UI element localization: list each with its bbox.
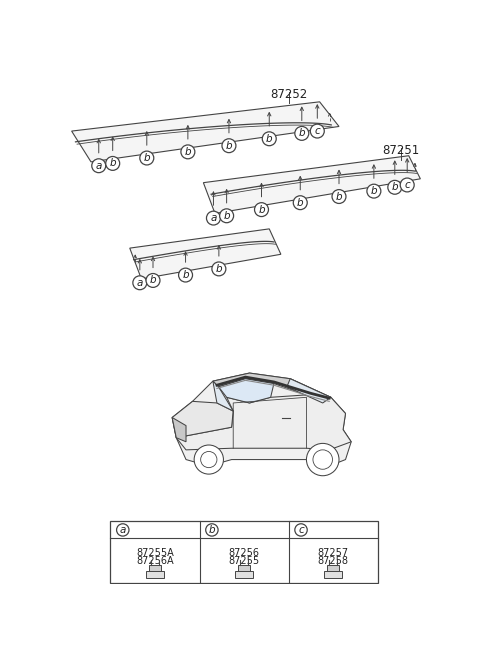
- FancyBboxPatch shape: [324, 571, 343, 579]
- Circle shape: [92, 159, 106, 173]
- Text: c: c: [298, 525, 304, 535]
- Circle shape: [367, 184, 381, 198]
- Polygon shape: [172, 401, 233, 438]
- Circle shape: [106, 157, 120, 171]
- Text: a: a: [210, 213, 216, 223]
- Circle shape: [133, 276, 147, 290]
- Polygon shape: [213, 373, 331, 398]
- Text: b: b: [258, 205, 265, 215]
- Text: b: b: [266, 134, 273, 144]
- FancyBboxPatch shape: [327, 565, 339, 571]
- Circle shape: [311, 124, 324, 138]
- FancyBboxPatch shape: [238, 565, 250, 571]
- Polygon shape: [287, 379, 331, 403]
- FancyBboxPatch shape: [145, 571, 164, 579]
- Polygon shape: [218, 379, 274, 403]
- Circle shape: [332, 190, 346, 203]
- Text: c: c: [404, 180, 410, 190]
- Text: 87252: 87252: [270, 88, 307, 101]
- Polygon shape: [130, 229, 281, 279]
- Circle shape: [206, 211, 220, 225]
- Text: b: b: [223, 211, 230, 221]
- Text: a: a: [120, 525, 126, 535]
- Bar: [110, 522, 378, 583]
- Polygon shape: [72, 102, 339, 162]
- Circle shape: [179, 268, 192, 282]
- Text: 87251: 87251: [383, 144, 420, 157]
- Text: 87256: 87256: [228, 548, 260, 558]
- Text: b: b: [216, 264, 222, 274]
- Text: b: b: [144, 153, 150, 163]
- Text: b: b: [297, 197, 303, 208]
- Circle shape: [212, 262, 226, 276]
- Text: 87255: 87255: [228, 556, 260, 566]
- Text: 87258: 87258: [318, 556, 348, 566]
- Circle shape: [194, 445, 224, 474]
- Text: b: b: [392, 182, 398, 192]
- FancyBboxPatch shape: [149, 565, 161, 571]
- Circle shape: [293, 195, 307, 210]
- Circle shape: [295, 127, 309, 140]
- Text: b: b: [371, 186, 377, 196]
- Text: a: a: [96, 161, 102, 171]
- Text: b: b: [336, 192, 342, 201]
- FancyBboxPatch shape: [235, 571, 253, 579]
- Circle shape: [140, 151, 154, 165]
- Text: b: b: [182, 270, 189, 280]
- Text: 87255A: 87255A: [136, 548, 174, 558]
- Text: b: b: [185, 147, 191, 157]
- Circle shape: [262, 132, 276, 146]
- Polygon shape: [204, 155, 420, 213]
- Polygon shape: [172, 373, 351, 466]
- Text: b: b: [209, 525, 215, 535]
- Text: b: b: [109, 158, 116, 169]
- Circle shape: [388, 180, 402, 194]
- Circle shape: [206, 523, 218, 536]
- Text: 87257: 87257: [318, 548, 349, 558]
- Text: c: c: [314, 126, 320, 136]
- Circle shape: [117, 523, 129, 536]
- Polygon shape: [213, 381, 233, 411]
- Circle shape: [222, 139, 236, 153]
- Circle shape: [220, 209, 234, 222]
- Circle shape: [306, 443, 339, 476]
- Circle shape: [295, 523, 307, 536]
- Polygon shape: [172, 417, 186, 441]
- Text: 87256A: 87256A: [136, 556, 174, 566]
- Polygon shape: [176, 395, 351, 450]
- Circle shape: [254, 203, 268, 216]
- Circle shape: [146, 274, 160, 287]
- Text: b: b: [226, 140, 232, 151]
- Text: b: b: [150, 276, 156, 285]
- Circle shape: [400, 178, 414, 192]
- Text: b: b: [299, 129, 305, 138]
- Circle shape: [181, 145, 195, 159]
- Text: a: a: [137, 277, 143, 288]
